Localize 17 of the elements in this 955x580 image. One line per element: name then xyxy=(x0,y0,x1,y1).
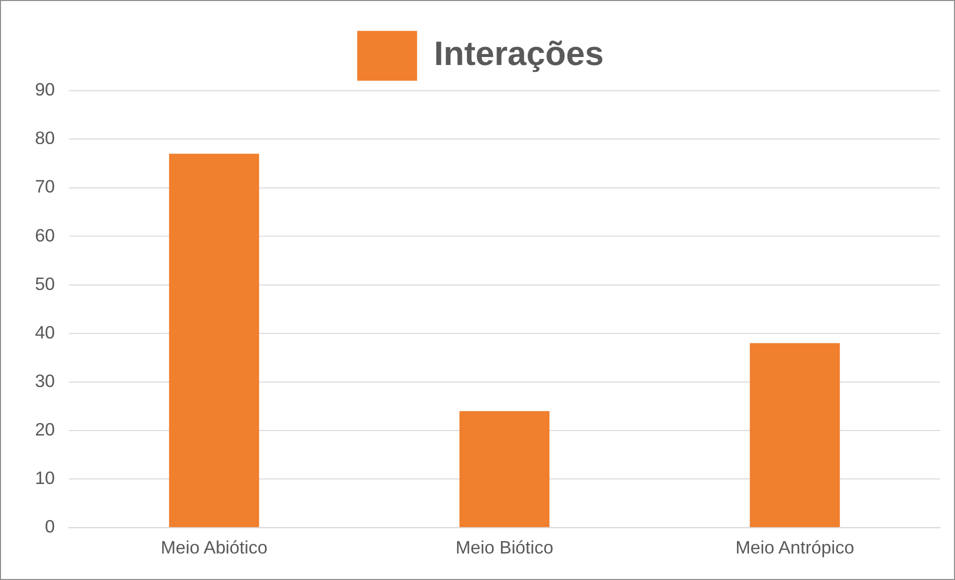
y-tick-label: 40 xyxy=(34,322,55,342)
y-tick-label: 60 xyxy=(34,225,55,246)
x-tick-label: Meio Abiótico xyxy=(160,537,268,558)
y-tick-label: 10 xyxy=(34,468,55,488)
y-tick-label: 80 xyxy=(34,128,55,148)
bar xyxy=(750,343,840,528)
y-tick-label: 70 xyxy=(34,176,55,197)
legend-label: Interações xyxy=(434,35,604,74)
y-tick-label: 90 xyxy=(34,80,55,100)
bar xyxy=(169,154,260,528)
x-tick-label: Meio Biótico xyxy=(456,537,554,558)
bar xyxy=(459,411,550,528)
y-tick-label: 30 xyxy=(34,370,55,391)
x-tick-label: Meio Antrópico xyxy=(735,537,854,558)
y-tick-label: 20 xyxy=(34,419,55,440)
y-tick-label: 0 xyxy=(44,516,55,537)
y-tick-label: 50 xyxy=(34,274,55,294)
